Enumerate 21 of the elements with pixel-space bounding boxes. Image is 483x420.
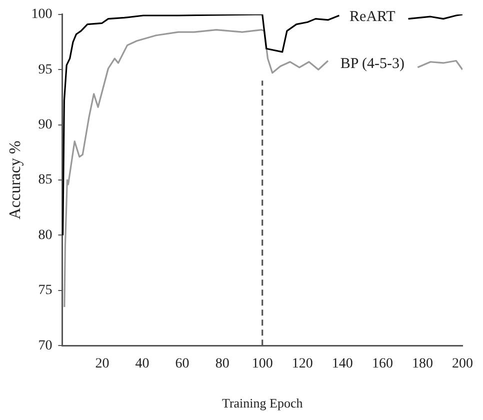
y-tick-label: 85: [38, 172, 52, 188]
x-tick-label: 60: [175, 356, 190, 372]
x-tick-label: 140: [332, 356, 353, 372]
y-tick-label: 100: [31, 7, 52, 22]
x-tick-label: 120: [292, 356, 313, 372]
x-tick-label: 180: [412, 356, 433, 372]
y-tick-label: 80: [38, 228, 52, 243]
y-tick-label: 95: [38, 62, 52, 78]
x-tick-label: 40: [135, 356, 150, 372]
x-tick-label: 80: [215, 356, 230, 372]
x-axis-title: Training Epoch: [222, 396, 304, 411]
x-tick-label: 20: [95, 356, 110, 372]
y-axis-title: Accuracy %: [6, 140, 24, 220]
x-tick-label: 160: [372, 356, 393, 372]
y-tick-label: 75: [38, 283, 52, 298]
series-label: ReART: [350, 9, 396, 26]
series-label: BP (4-5-3): [340, 56, 404, 72]
x-tick-label: 200: [452, 356, 473, 372]
y-tick-label: 90: [38, 117, 52, 132]
y-tick-label: 70: [38, 338, 52, 354]
x-tick-label: 100: [252, 356, 273, 372]
